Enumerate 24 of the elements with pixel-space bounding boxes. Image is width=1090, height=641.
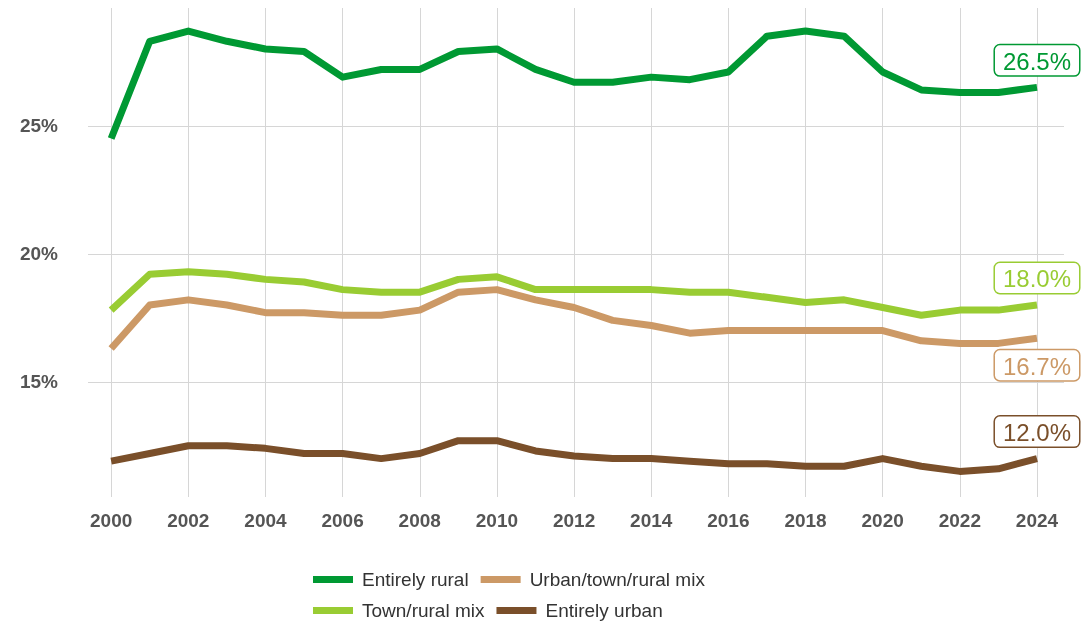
legend-label: Entirely urban [545, 600, 663, 621]
data-label: 16.7% [1002, 352, 1072, 380]
legend-label: Town/rural mix [362, 600, 485, 621]
legend-label: Entirely rural [362, 569, 469, 590]
x-tick-label: 2016 [707, 510, 750, 531]
legend-label: Urban/town/rural mix [529, 569, 706, 590]
x-tick-label: 2020 [861, 510, 904, 531]
x-tick-label: 2012 [552, 510, 596, 531]
x-tick-label: 2024 [1015, 510, 1059, 531]
x-tick-label: 2014 [630, 510, 673, 531]
x-tick-label: 2000 [90, 510, 133, 531]
x-tick-label: 2006 [321, 510, 364, 531]
x-tick-label: 2002 [167, 510, 210, 531]
x-tick-label: 2022 [938, 510, 981, 531]
data-label: 18.0% [1002, 265, 1072, 293]
data-label: 26.5% [1002, 47, 1072, 75]
x-tick-label: 2010 [475, 510, 519, 531]
x-tick-label: 2004 [244, 510, 288, 531]
y-tick-label: 25% [19, 115, 59, 137]
x-tick-label: 2008 [398, 510, 441, 531]
x-tick-label: 2018 [784, 510, 827, 531]
y-tick-label: 20% [19, 243, 59, 265]
data-label: 12.0% [1002, 419, 1072, 447]
y-tick-label: 15% [19, 371, 59, 393]
